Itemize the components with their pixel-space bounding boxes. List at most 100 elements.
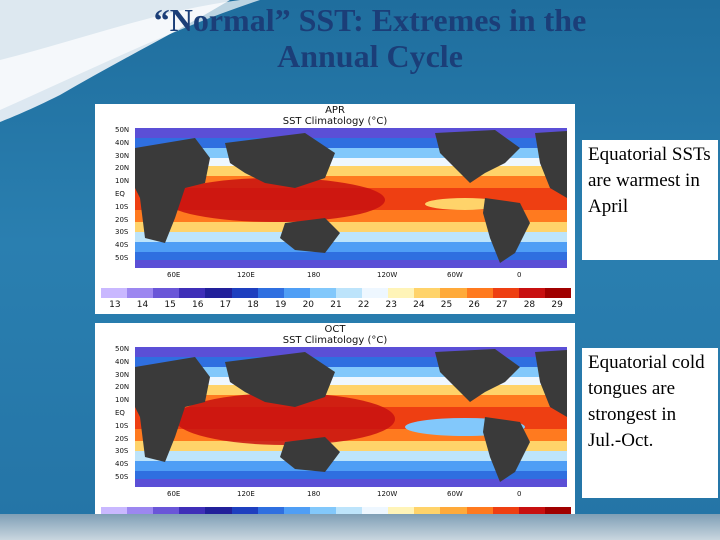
lon-tick-label: 60E — [167, 490, 181, 498]
lon-tick-label: 60W — [447, 490, 463, 498]
lat-tick-label: 40N — [115, 357, 130, 366]
colorbar-swatch — [283, 507, 310, 517]
colorbar-swatch — [362, 507, 389, 517]
colorbar-tick-label: 24 — [413, 300, 425, 310]
panel-title: SST Climatology (°C) — [282, 335, 388, 346]
lon-tick-label: 120W — [377, 490, 398, 498]
colorbar — [101, 288, 571, 298]
sst-panel-oct: OCT SST Climatology (°C) 50N 40N 30N 20N 10N EQ… — [95, 323, 575, 533]
sst-map — [135, 128, 567, 268]
lat-tick-label: 20N — [115, 383, 130, 392]
colorbar-swatch — [309, 507, 336, 517]
slide-footer-band — [0, 514, 720, 540]
colorbar-swatch — [466, 288, 493, 298]
colorbar-tick-label: 27 — [496, 300, 508, 310]
sst-map — [135, 347, 567, 487]
colorbar-swatch — [492, 288, 519, 298]
colorbar-swatch — [205, 288, 232, 298]
lat-tick-label: 50N — [115, 126, 130, 134]
colorbar-ticks: 13 14 15 16 17 18 19 20 21 22 23 24 25 26 27 28 29 — [101, 300, 571, 310]
colorbar-tick-label: 19 — [274, 300, 287, 310]
lon-tick-label: 120E — [237, 271, 255, 279]
colorbar-swatch — [101, 288, 128, 298]
colorbar-swatch — [309, 288, 336, 298]
lat-tick-label: 30S — [115, 228, 129, 237]
colorbar-swatch — [127, 507, 154, 517]
colorbar-swatch — [153, 507, 180, 517]
colorbar-swatch — [544, 507, 571, 517]
note-apr: Equatorial SSTs are warmest in April — [582, 140, 718, 260]
colorbar-swatch — [257, 507, 284, 517]
colorbar-tick-label: 25 — [440, 300, 453, 310]
colorbar-tick-label: 17 — [219, 300, 232, 310]
lat-tick-label: 30S — [115, 447, 129, 456]
colorbar-swatch — [335, 288, 363, 298]
colorbar-tick-label: 23 — [385, 300, 397, 310]
colorbar-swatch — [231, 507, 258, 517]
lat-tick-label: 50S — [115, 473, 129, 481]
colorbar-swatch — [335, 507, 363, 517]
lat-tick-label: 30N — [115, 151, 130, 160]
colorbar-swatch — [440, 288, 467, 298]
lat-tick-label: 10S — [115, 421, 129, 430]
colorbar-swatch — [414, 288, 441, 298]
colorbar-tick-label: 21 — [330, 300, 342, 310]
colorbar-swatch — [153, 288, 180, 298]
lon-tick-label: 180 — [307, 271, 321, 279]
colorbar-swatch — [466, 507, 493, 517]
panel-month-label: OCT — [324, 324, 346, 335]
panel-month-label: APR — [325, 105, 345, 116]
colorbar-tick-label: 20 — [302, 300, 315, 310]
lat-tick-label: 20S — [115, 434, 129, 443]
panel-title: SST Climatology (°C) — [282, 116, 388, 127]
colorbar-tick-label: 22 — [357, 300, 370, 310]
colorbar — [101, 507, 571, 517]
colorbar-tick-label: 16 — [192, 300, 204, 310]
lat-tick-label: 20S — [115, 215, 129, 224]
lat-tick-label: 30N — [115, 370, 130, 379]
title-line-1: “Normal” SST: Extremes in the — [153, 2, 587, 38]
colorbar-swatch — [205, 507, 232, 517]
colorbar-tick-label: 26 — [468, 300, 480, 310]
lon-tick-label: 180 — [307, 490, 321, 498]
lon-tick-label: 60E — [167, 271, 181, 279]
colorbar-swatch — [179, 507, 206, 517]
lat-tick-label: 20N — [115, 164, 130, 173]
note-oct: Equatorial cold tongues are strongest in… — [582, 348, 718, 498]
colorbar-swatch — [440, 507, 467, 517]
colorbar-tick-label: 28 — [523, 300, 536, 310]
colorbar-swatch — [283, 288, 310, 298]
lon-tick-label: 60W — [447, 271, 463, 279]
colorbar-swatch — [231, 288, 258, 298]
sst-panel-apr: APR SST Climatology (°C) 50N 40N 30N 20N 10N EQ… — [95, 104, 575, 314]
colorbar-swatch — [179, 288, 206, 298]
colorbar-swatch — [388, 507, 415, 517]
colorbar-tick-label: 18 — [247, 300, 259, 310]
lat-tick-label: EQ — [115, 409, 125, 417]
lat-tick-label: 50N — [115, 345, 130, 353]
lat-tick-label: 40S — [115, 460, 129, 469]
lat-tick-label: 10S — [115, 202, 129, 211]
lat-tick-label: 40S — [115, 241, 129, 250]
colorbar-swatch — [127, 288, 154, 298]
colorbar-swatch — [518, 507, 545, 517]
lon-tick-label: 120E — [237, 490, 255, 498]
colorbar-tick-label: 29 — [551, 300, 563, 310]
lat-tick-label: 10N — [115, 177, 130, 186]
colorbar-tick-label: 13 — [109, 300, 121, 310]
lat-tick-label: 40N — [115, 138, 130, 147]
colorbar-swatch — [414, 507, 441, 517]
lon-tick-label: 0 — [517, 271, 522, 279]
slide-title: “Normal” SST: Extremes in the Annual Cyc… — [90, 2, 650, 74]
lat-tick-label: 50S — [115, 254, 129, 262]
lat-tick-label: 10N — [115, 396, 130, 405]
title-line-2: Annual Cycle — [277, 38, 463, 74]
colorbar-swatch — [388, 288, 415, 298]
colorbar-swatch — [544, 288, 571, 298]
lat-tick-label: EQ — [115, 190, 125, 198]
lon-tick-label: 0 — [517, 490, 522, 498]
colorbar-swatch — [101, 507, 128, 517]
colorbar-tick-label: 14 — [136, 300, 149, 310]
colorbar-swatch — [257, 288, 284, 298]
